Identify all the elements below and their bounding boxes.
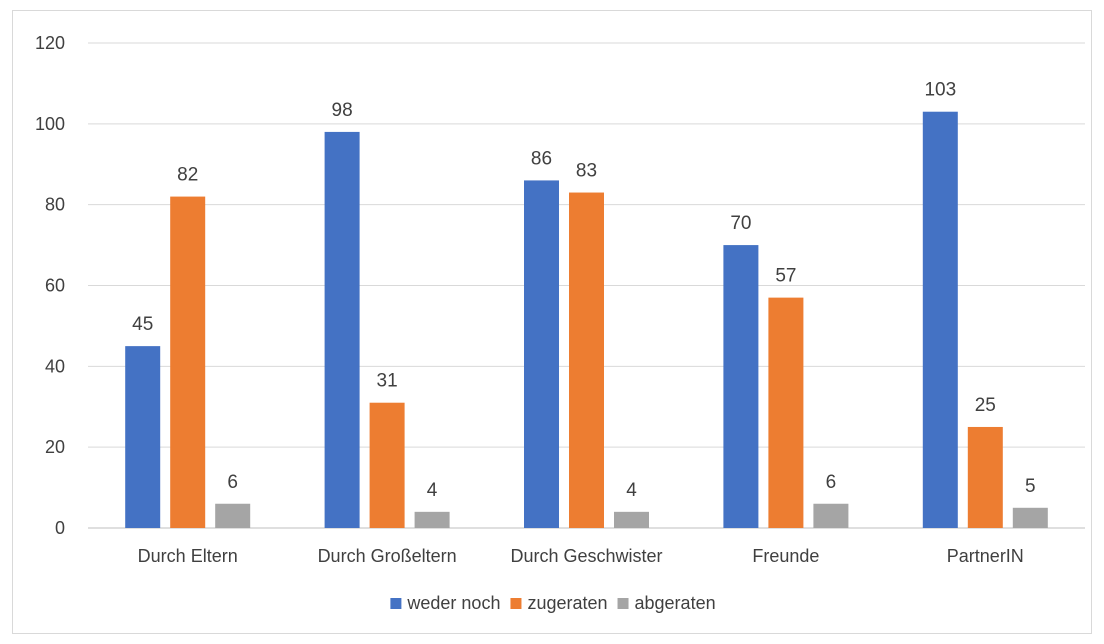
- data-label: 86: [531, 148, 552, 169]
- x-category-label: PartnerIN: [947, 546, 1024, 566]
- data-label: 103: [924, 80, 956, 101]
- data-label: 83: [576, 161, 597, 182]
- bar-zugeraten-1: [369, 402, 405, 528]
- bar-abgeraten-1: [414, 511, 450, 528]
- y-tick-label: 0: [55, 518, 65, 538]
- legend: weder noch zugeraten abgeraten: [390, 593, 716, 613]
- y-tick-label: 60: [45, 276, 65, 296]
- y-axis-ticks: 0 20 40 60 80 100 120: [35, 33, 65, 538]
- bar-abgeraten-0: [215, 503, 251, 528]
- chart-frame: 0 20 40 60 80 100 120 45 82 6 98 31 4 86 83 4 70 57 6 103 2…: [12, 10, 1092, 634]
- bar-abgeraten-2: [614, 511, 649, 528]
- data-label: 6: [227, 472, 238, 493]
- data-label: 82: [177, 165, 198, 186]
- bar-weder-noch-0: [125, 346, 161, 528]
- data-label: 5: [1025, 476, 1036, 497]
- y-tick-label: 20: [45, 437, 65, 457]
- bar-zugeraten-3: [768, 297, 804, 528]
- bar-weder-noch-2: [524, 180, 559, 528]
- legend-swatch: [510, 598, 522, 609]
- legend-swatch: [617, 598, 629, 609]
- bar-zugeraten-4: [967, 426, 1003, 528]
- bar-weder-noch-4: [922, 111, 958, 528]
- legend-label: weder noch: [406, 593, 500, 613]
- y-tick-label: 120: [35, 33, 65, 53]
- data-label: 98: [332, 100, 353, 121]
- x-category-label: Durch Eltern: [138, 546, 238, 566]
- x-axis-categories: Durch Eltern Durch Großeltern Durch Geschw…: [138, 546, 1024, 566]
- x-category-label: Durch Geschwister: [510, 546, 662, 566]
- y-tick-label: 100: [35, 114, 65, 134]
- bar-weder-noch-3: [723, 245, 759, 529]
- bars: [125, 111, 1048, 529]
- data-label: 45: [132, 314, 153, 335]
- x-category-label: Durch Großeltern: [318, 546, 457, 566]
- bar-zugeraten-2: [569, 192, 604, 528]
- legend-swatch: [390, 598, 402, 609]
- x-category-label: Freunde: [752, 546, 819, 566]
- y-tick-label: 80: [45, 195, 65, 215]
- data-labels: 45 82 6 98 31 4 86 83 4 70 57 6 103 25 5: [132, 80, 1035, 501]
- data-label: 70: [730, 213, 751, 234]
- y-tick-label: 40: [45, 356, 65, 376]
- bar-zugeraten-0: [170, 196, 206, 529]
- bar-chart: 0 20 40 60 80 100 120 45 82 6 98 31 4 86 83 4 70 57 6 103 2…: [35, 33, 1085, 613]
- bar-abgeraten-3: [813, 503, 849, 528]
- legend-label: abgeraten: [635, 593, 716, 613]
- data-label: 6: [826, 472, 837, 493]
- legend-label: zugeraten: [527, 593, 607, 613]
- bar-abgeraten-4: [1012, 507, 1048, 528]
- bar-weder-noch-1: [324, 131, 360, 528]
- data-label: 4: [626, 480, 637, 501]
- data-label: 31: [377, 371, 398, 392]
- data-label: 57: [775, 266, 796, 287]
- data-label: 25: [975, 395, 996, 416]
- data-label: 4: [427, 480, 438, 501]
